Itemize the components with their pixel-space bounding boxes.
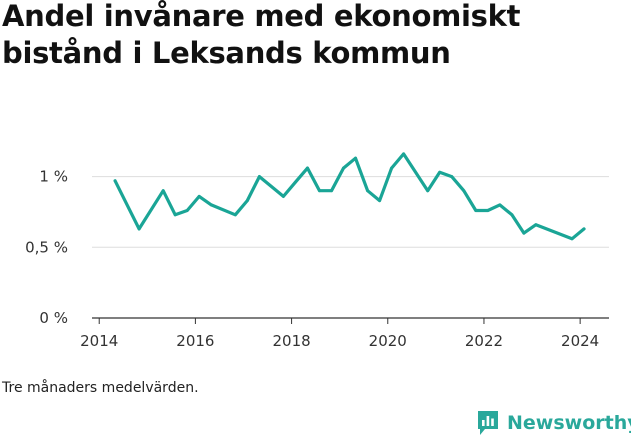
line-chart: 0 % 0,5 % 1 % 2014 2016 2018 2020 2022 2024 [25, 152, 609, 350]
data-point [462, 189, 466, 193]
data-point [366, 189, 369, 193]
series-line [113, 152, 586, 241]
x-axis-ticks: 2014 2016 2018 2020 2022 2024 [80, 318, 599, 350]
footnote: Tre månaders medelvärden. [2, 380, 199, 396]
data-point [402, 152, 406, 156]
x-tick-label: 2016 [176, 332, 214, 350]
y-axis-ticks: 0 % 0,5 % 1 % [25, 168, 68, 327]
data-point [570, 237, 574, 241]
data-point [342, 166, 345, 170]
data-point [185, 209, 189, 212]
x-tick-label: 2014 [80, 332, 118, 350]
data-point [522, 231, 526, 235]
data-point [306, 166, 309, 170]
data-point [294, 180, 297, 184]
x-tick-label: 2022 [465, 332, 503, 350]
data-point [582, 227, 586, 231]
data-point [498, 203, 502, 207]
data-point [209, 203, 213, 207]
data-point [137, 227, 141, 231]
x-tick-label: 2020 [369, 332, 407, 350]
data-point [257, 175, 261, 178]
data-point [330, 189, 333, 193]
data-point [534, 223, 538, 227]
x-tick-label: 2018 [272, 332, 310, 350]
y-tick-label: 0 % [39, 309, 68, 327]
data-point [426, 189, 430, 193]
data-point [233, 213, 237, 217]
data-point [282, 194, 285, 198]
gridlines [92, 176, 609, 319]
series-layer [113, 152, 586, 241]
y-tick-label: 1 % [39, 168, 68, 186]
y-tick-label: 0,5 % [25, 238, 68, 256]
data-point [245, 199, 249, 203]
data-point [390, 166, 394, 170]
data-point [510, 213, 514, 217]
newsworthy-brand[interactable]: Newsworthy [476, 408, 631, 438]
data-point [318, 189, 321, 193]
data-point [486, 209, 490, 212]
newsworthy-logo-icon [478, 411, 498, 435]
data-point [113, 179, 117, 183]
data-point [197, 194, 201, 198]
data-point [438, 170, 442, 174]
data-point [173, 213, 177, 217]
x-tick-label: 2024 [561, 332, 599, 350]
data-point [378, 199, 381, 203]
data-point [474, 209, 478, 212]
brand-name: Newsworthy [507, 412, 631, 434]
data-point [161, 189, 165, 193]
data-point [354, 156, 357, 160]
data-point [450, 175, 454, 178]
chart-title: Andel invånare med ekonomiskt bistånd i … [2, 0, 521, 70]
